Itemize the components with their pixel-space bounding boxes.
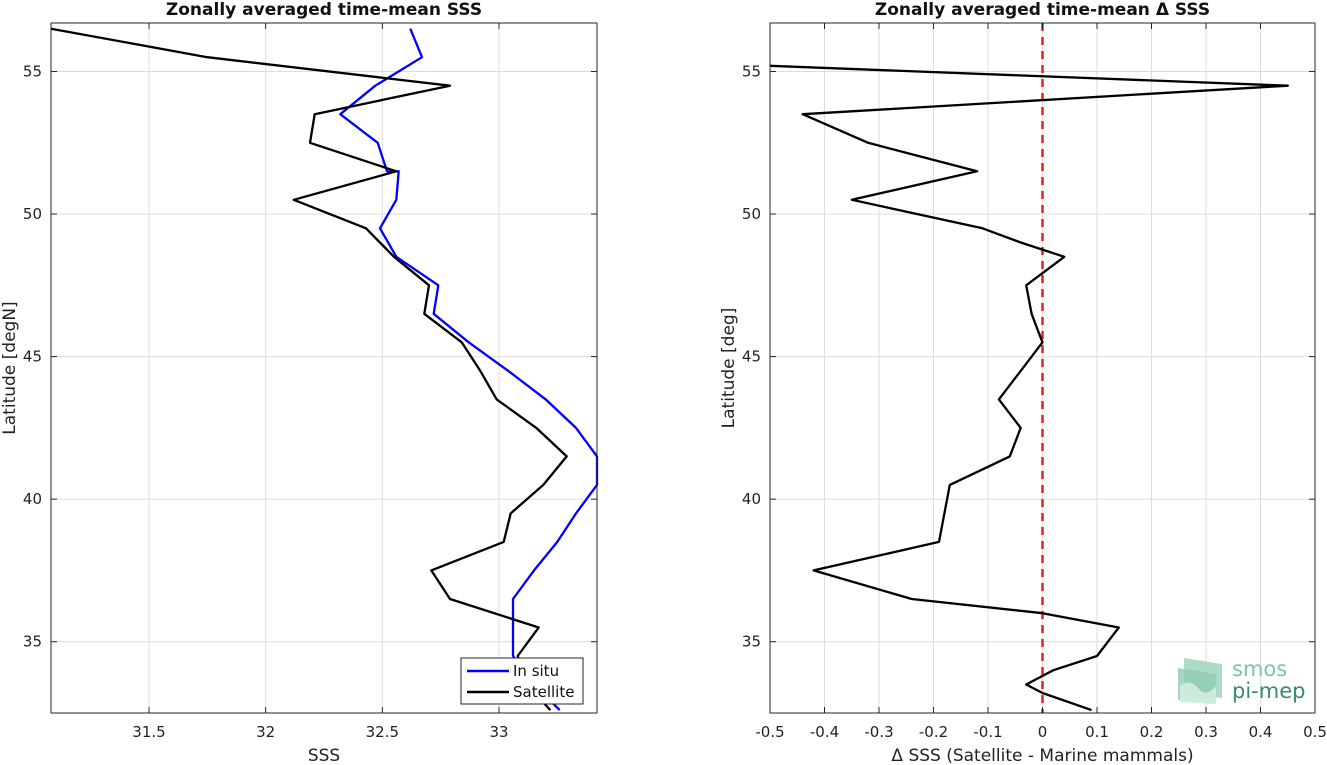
x-tick-label-0-5: -0.5 <box>755 723 784 741</box>
series-line-satellite <box>50 27 568 711</box>
smos-pi-mep-logo: smos pi-mep <box>1178 657 1305 704</box>
legend-label-in-situ: In situ <box>513 662 559 680</box>
x-tick-label-0-4: 0.4 <box>1249 723 1273 741</box>
chart-title-right: Zonally averaged time-mean Δ SSS <box>875 0 1210 20</box>
ticks-left: 31.5 32 32.5 33 35 40 45 50 55 <box>23 23 597 741</box>
logo-waves-icon <box>1178 658 1222 704</box>
series-line-delta-sss <box>769 64 1289 712</box>
ticks-right: -0.5 -0.4 -0.3 -0.2 -0.1 0 0.1 0.2 0.3 0.4 0.5 35 40… <box>742 23 1327 741</box>
axes-frame-left <box>50 22 598 714</box>
x-tick-label-0-1: 0.1 <box>1085 723 1109 741</box>
x-tick-label-0-2: 0.2 <box>1140 723 1164 741</box>
series-left <box>50 27 599 711</box>
y-tick-label-35: 35 <box>23 633 42 651</box>
series-right <box>769 23 1289 713</box>
x-tick-label-0-2: -0.2 <box>919 723 948 741</box>
x-tick-label-0-4: -0.4 <box>810 723 839 741</box>
x-tick-label-0-3: -0.3 <box>864 723 893 741</box>
plot-area-left <box>51 23 597 713</box>
x-tick-label-32: 32 <box>256 723 275 741</box>
x-tick-label-31-5: 31.5 <box>132 723 165 741</box>
y-tick-label-45: 45 <box>23 348 42 366</box>
legend-label-satellite: Satellite <box>513 683 574 701</box>
chart-left: 31.5 32 32.5 33 35 40 45 50 55 Zonally averaged … <box>0 0 599 765</box>
y-axis-label-right: Latitude [deg] <box>719 308 739 429</box>
x-tick-label-0: 0 <box>1038 723 1048 741</box>
y-tick-label-35: 35 <box>742 633 761 651</box>
y-tick-label-45: 45 <box>742 348 761 366</box>
y-axis-label-left: Latitude [degN] <box>0 301 20 434</box>
legend-box <box>460 657 584 705</box>
x-tick-label-0-1: -0.1 <box>973 723 1002 741</box>
x-axis-label-right: Δ SSS (Satellite - Marine mammals) <box>891 746 1193 765</box>
x-tick-label-0-3: 0.3 <box>1194 723 1218 741</box>
logo-text-smos: smos <box>1232 657 1287 681</box>
logo-text-pi-mep: pi-mep <box>1232 679 1305 703</box>
legend: In situ Satellite <box>460 657 584 705</box>
x-tick-label-33: 33 <box>489 723 508 741</box>
y-tick-label-55: 55 <box>742 62 761 80</box>
chart-right: -0.5 -0.4 -0.3 -0.2 -0.1 0 0.1 0.2 0.3 0.4 0.5 35 40… <box>719 0 1327 765</box>
series-line-in-situ <box>339 28 599 711</box>
y-tick-label-55: 55 <box>23 62 42 80</box>
y-tick-label-40: 40 <box>23 490 42 508</box>
chart-title-left: Zonally averaged time-mean SSS <box>166 0 482 20</box>
y-tick-label-50: 50 <box>23 205 42 223</box>
y-tick-label-40: 40 <box>742 490 761 508</box>
x-tick-label-32-5: 32.5 <box>366 723 399 741</box>
y-tick-label-50: 50 <box>742 205 761 223</box>
x-axis-label-left: SSS <box>308 746 340 765</box>
x-tick-label-0-5: 0.5 <box>1303 723 1327 741</box>
